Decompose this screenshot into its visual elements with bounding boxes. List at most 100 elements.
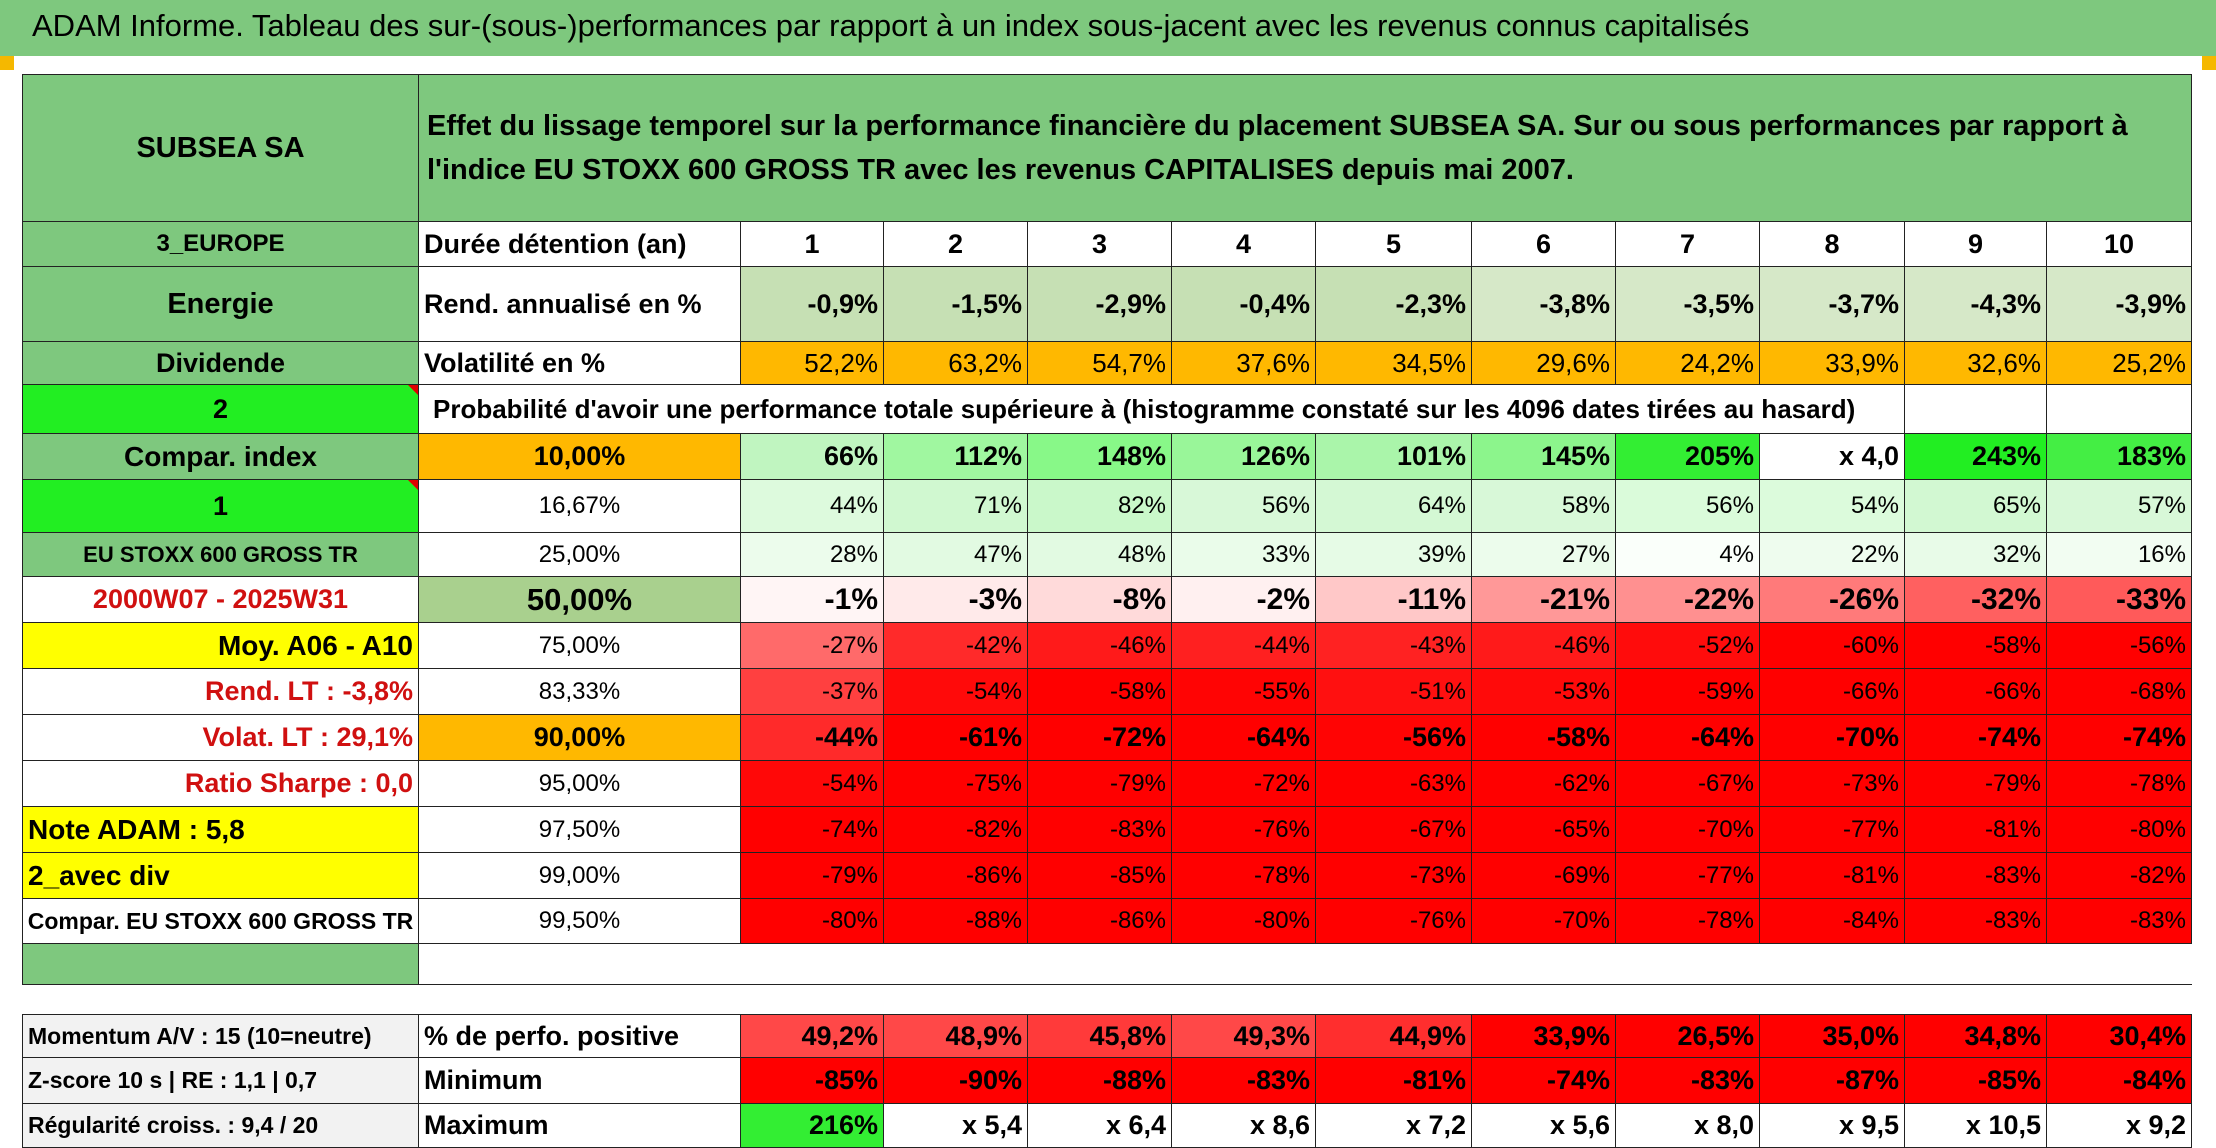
- percentile-value: 58%: [1472, 480, 1616, 533]
- percentile-value: -86%: [884, 853, 1028, 899]
- percentile-value: 56%: [1616, 480, 1760, 533]
- percentile-value: -27%: [741, 623, 884, 669]
- percentile-value: -37%: [741, 669, 884, 715]
- index-number[interactable]: 1: [22, 480, 419, 533]
- percentile-label: 16,67%: [419, 480, 741, 533]
- sharpe-ratio: Ratio Sharpe : 0,0: [22, 761, 419, 807]
- maximum-value: 216%: [741, 1104, 884, 1148]
- percentile-label: 99,00%: [419, 853, 741, 899]
- percentile-value: -74%: [2047, 715, 2192, 761]
- percentile-value: -54%: [884, 669, 1028, 715]
- percentile-value: -82%: [884, 807, 1028, 853]
- dividend-mode: 2_avec div: [22, 853, 419, 899]
- annual-return-value: -3,7%: [1760, 267, 1905, 342]
- percentile-value: -81%: [1905, 807, 2047, 853]
- percentile-label: 90,00%: [419, 715, 741, 761]
- period-label: 2000W07 - 2025W31: [22, 577, 419, 623]
- percentile-value: -63%: [1316, 761, 1472, 807]
- long-term-volatility: Volat. LT : 29,1%: [22, 715, 419, 761]
- percentile-value: -59%: [1616, 669, 1760, 715]
- percentile-value: -76%: [1316, 899, 1472, 944]
- percentile-value: 48%: [1028, 533, 1172, 577]
- percentile-value: 64%: [1316, 480, 1472, 533]
- zscore-label: Z-score 10 s | RE : 1,1 | 0,7: [22, 1058, 419, 1104]
- annual-return-label: Rend. annualisé en %: [419, 267, 741, 342]
- percentile-value: -46%: [1472, 623, 1616, 669]
- percentile-value: 16%: [2047, 533, 2192, 577]
- regularity-label: Régularité croiss. : 9,4 / 20: [22, 1104, 419, 1148]
- percentile-value: -53%: [1472, 669, 1616, 715]
- annual-return-value: -2,9%: [1028, 267, 1172, 342]
- percentile-value: -77%: [1616, 853, 1760, 899]
- percentile-value: x 4,0: [1760, 434, 1905, 480]
- percentile-value: -69%: [1472, 853, 1616, 899]
- percentile-label: 75,00%: [419, 623, 741, 669]
- volatility-value: 25,2%: [2047, 342, 2192, 385]
- percentile-value: 27%: [1472, 533, 1616, 577]
- percentile-value: -80%: [2047, 807, 2192, 853]
- percentile-value: -80%: [741, 899, 884, 944]
- percentile-value: 33%: [1172, 533, 1316, 577]
- volatility-value: 33,9%: [1760, 342, 1905, 385]
- positive-value: 44,9%: [1316, 1014, 1472, 1058]
- percentile-value: -73%: [1316, 853, 1472, 899]
- maximum-value: x 10,5: [1905, 1104, 2047, 1148]
- percentile-value: -78%: [1616, 899, 1760, 944]
- percentile-value: -44%: [1172, 623, 1316, 669]
- percentile-value: -60%: [1760, 623, 1905, 669]
- percentile-label: 99,50%: [419, 899, 741, 944]
- percentile-value: -22%: [1616, 577, 1760, 623]
- percentile-value: -67%: [1616, 761, 1760, 807]
- percentile-value: -61%: [884, 715, 1028, 761]
- volatility-value: 52,2%: [741, 342, 884, 385]
- empty-cell: [1905, 385, 2047, 434]
- minimum-label: Minimum: [419, 1058, 741, 1104]
- percentile-value: 57%: [2047, 480, 2192, 533]
- corner-marker: [0, 56, 14, 70]
- percentile-label: 97,50%: [419, 807, 741, 853]
- percentile-value: -21%: [1472, 577, 1616, 623]
- percentile-value: -77%: [1760, 807, 1905, 853]
- percentile-value: -78%: [2047, 761, 2192, 807]
- year-header: 7: [1616, 222, 1760, 267]
- volatility-value: 37,6%: [1172, 342, 1316, 385]
- positive-label: % de perfo. positive: [419, 1014, 741, 1058]
- percentile-value: -78%: [1172, 853, 1316, 899]
- comparison-label: Compar. EU STOXX 600 GROSS TR: [22, 899, 419, 944]
- annual-return-value: -3,9%: [2047, 267, 2192, 342]
- spacer-cell: [22, 944, 419, 985]
- percentile-value: -42%: [884, 623, 1028, 669]
- year-header: 3: [1028, 222, 1172, 267]
- company-name: SUBSEA SA: [22, 74, 419, 222]
- minimum-value: -85%: [1905, 1058, 2047, 1104]
- volatility-value: 34,5%: [1316, 342, 1472, 385]
- year-header: 1: [741, 222, 884, 267]
- minimum-value: -83%: [1172, 1058, 1316, 1104]
- percentile-value: -70%: [1616, 807, 1760, 853]
- percentile-value: -68%: [2047, 669, 2192, 715]
- percentile-value: -64%: [1616, 715, 1760, 761]
- percentile-value: -11%: [1316, 577, 1472, 623]
- volatility-value: 32,6%: [1905, 342, 2047, 385]
- volatility-value: 29,6%: [1472, 342, 1616, 385]
- percentile-value: 22%: [1760, 533, 1905, 577]
- percentile-label: 50,00%: [419, 577, 741, 623]
- percentile-value: 32%: [1905, 533, 2047, 577]
- year-header: 2: [884, 222, 1028, 267]
- percentile-value: -74%: [741, 807, 884, 853]
- percentile-value: -84%: [1760, 899, 1905, 944]
- probability-caption: Probabilité d'avoir une performance tota…: [419, 385, 1905, 434]
- index-toggle[interactable]: 2: [22, 385, 419, 434]
- percentile-value: 243%: [1905, 434, 2047, 480]
- percentile-value: -76%: [1172, 807, 1316, 853]
- annual-return-value: -2,3%: [1316, 267, 1472, 342]
- index-name: EU STOXX 600 GROSS TR: [22, 533, 419, 577]
- percentile-value: 39%: [1316, 533, 1472, 577]
- percentile-value: -66%: [1905, 669, 2047, 715]
- momentum-label: Momentum A/V : 15 (10=neutre): [22, 1014, 419, 1058]
- dividend-label: Dividende: [22, 342, 419, 385]
- percentile-value: -72%: [1028, 715, 1172, 761]
- percentile-value: -58%: [1472, 715, 1616, 761]
- minimum-value: -74%: [1472, 1058, 1616, 1104]
- percentile-value: -58%: [1028, 669, 1172, 715]
